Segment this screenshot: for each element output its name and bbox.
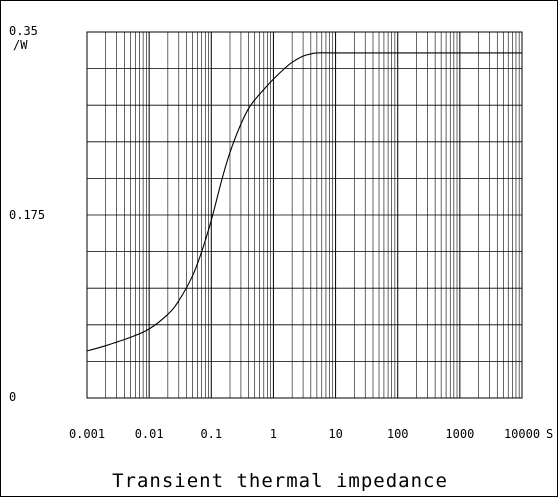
x-tick-label: 0.1	[200, 427, 222, 441]
y-tick-label: 0.175	[9, 208, 45, 222]
x-tick-label: 0.001	[69, 427, 105, 441]
y-axis-tick-labels: 0 0.175 0.35	[9, 24, 45, 404]
x-tick-label: 1	[270, 427, 277, 441]
x-tick-label: 10	[328, 427, 342, 441]
x-tick-label: 100	[387, 427, 409, 441]
y-tick-label: 0.35	[9, 24, 38, 38]
chart-title: Transient thermal impedance	[112, 470, 448, 492]
plot-border	[86, 31, 523, 399]
x-axis-tick-labels: 0.001 0.01 0.1 1 10 100 1000 10000	[69, 427, 540, 441]
y-axis-unit: /W	[13, 38, 28, 52]
x-tick-label: 1000	[445, 427, 474, 441]
x-tick-label: 10000	[504, 427, 540, 441]
y-tick-label: 0	[9, 390, 16, 404]
x-tick-label: 0.01	[135, 427, 164, 441]
impedance-curve	[86, 52, 522, 352]
x-axis-unit: S	[546, 427, 553, 441]
